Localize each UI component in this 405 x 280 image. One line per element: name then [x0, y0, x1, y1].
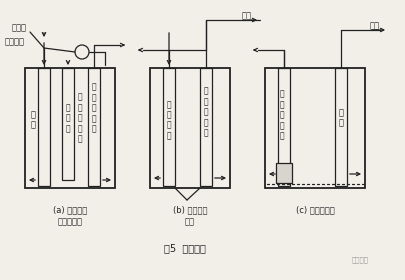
Bar [25, 68, 115, 188]
Text: 空
气
软
管: 空 气 软 管 [166, 100, 171, 140]
Text: 泥
管
或
导
管: 泥 管 或 导 管 [203, 87, 208, 137]
Text: 泥浆补偿: 泥浆补偿 [5, 38, 25, 46]
Text: 豆丁施工: 豆丁施工 [351, 257, 368, 263]
Text: 泥
管
或
导
管: 泥 管 或 导 管 [92, 83, 96, 133]
Bar [88, 68, 100, 186]
Bar [149, 68, 230, 188]
Bar [162, 68, 175, 186]
Text: 吸
泥
泵: 吸 泥 泵 [66, 103, 70, 133]
Bar [264, 68, 364, 188]
Text: 导
管: 导 管 [30, 110, 35, 130]
Bar [200, 68, 211, 186]
Text: 潜
水
泥
浆
泵: 潜 水 泥 浆 泵 [279, 90, 283, 140]
Text: 空气: 空气 [241, 11, 252, 20]
Bar [334, 68, 346, 186]
Bar [277, 68, 289, 186]
Text: (b) 空气升液: (b) 空气升液 [172, 206, 207, 214]
Bar [62, 68, 74, 180]
Text: 空气: 空气 [369, 22, 379, 31]
Bar [38, 68, 50, 186]
Text: (c) 泥浆泵方式: (c) 泥浆泵方式 [295, 206, 334, 214]
Text: 接合器: 接合器 [12, 24, 27, 32]
Text: 方式: 方式 [185, 218, 194, 227]
Text: (a) 应用导管: (a) 应用导管 [53, 206, 87, 214]
Text: 空
气
升
液
排: 空 气 升 液 排 [77, 93, 82, 143]
Circle shape [75, 45, 89, 59]
Text: 吸泥泵方式: 吸泥泵方式 [58, 218, 82, 227]
Bar [275, 163, 291, 183]
Text: 图5  消底方法: 图5 消底方法 [164, 243, 205, 253]
Text: 软
管: 软 管 [338, 108, 343, 128]
